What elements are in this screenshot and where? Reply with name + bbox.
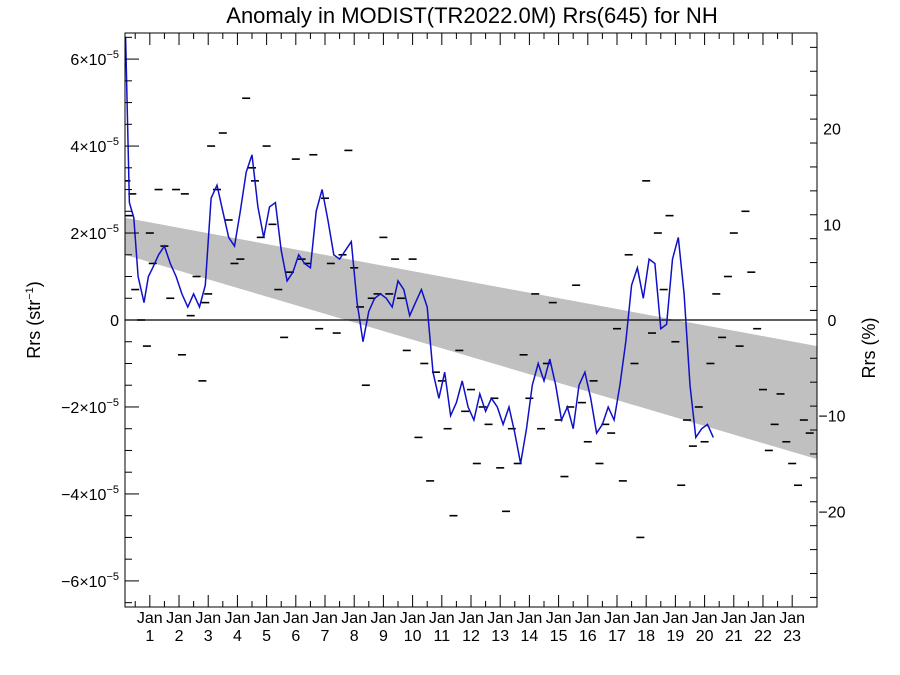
y-axis-label-left-main: Rrs (str [24,300,44,359]
x-tick-word: Jan [575,610,601,627]
y-tick-label: −4×10−5 [61,484,119,504]
y-right-tick-label: 0 [828,313,837,330]
x-tick-word: Jan [312,610,338,627]
x-tick-word: Jan [546,610,572,627]
x-tick-word: Jan [341,610,367,627]
x-tick-label: 8 [350,628,359,645]
y-axis-label-left: Rrs (str−1) [24,281,44,359]
y-tick-coef: −4 [61,487,79,504]
x-tick-label: 22 [754,628,772,645]
y-tick-label: 2×10−5 [70,223,119,243]
y-right-tick-label: 20 [823,122,841,139]
y-tick-exp: −5 [106,49,119,61]
x-tick-word: Jan [487,610,513,627]
y-tick-base: ×10 [79,52,106,69]
x-tick-word: Jan [400,610,426,627]
plot-content [125,37,817,539]
trend-band [125,217,817,460]
x-tick-word: Jan [137,610,163,627]
x-tick-word: Jan [721,610,747,627]
x-tick-label: 20 [696,628,714,645]
y-tick-coef: 2 [70,226,79,243]
y-tick-label: 0 [110,313,119,330]
plot-area [125,37,817,539]
y-tick-exp: −5 [106,136,119,148]
smoothed-series-line [125,37,714,464]
y-tick-exp: −5 [106,484,119,496]
x-tick-word: Jan [283,610,309,627]
x-tick-word: Jan [516,610,542,627]
x-tick-word: Jan [692,610,718,627]
y-tick-coef: 0 [110,313,119,330]
x-tick-word: Jan [371,610,397,627]
y-axis-label-left-close: ) [24,281,44,287]
x-tick-label: 5 [262,628,271,645]
x-tick-label: 17 [608,628,626,645]
x-tick-label: 23 [783,628,801,645]
y-tick-exp: −5 [106,571,119,583]
y-tick-base: ×10 [79,139,106,156]
x-tick-label: 21 [725,628,743,645]
y-right-tick-label: −20 [818,504,845,521]
x-tick-label: 12 [462,628,480,645]
x-tick-word: Jan [662,610,688,627]
y-tick-base: ×10 [79,574,106,591]
x-tick-label: 10 [404,628,422,645]
y-tick-label: −2×10−5 [61,397,119,417]
y-tick-coef: −6 [61,574,79,591]
x-tick-word: Jan [633,610,659,627]
y-tick-coef: 4 [70,139,79,156]
x-tick-word: Jan [429,610,455,627]
y-right-tick-label: 10 [823,217,841,234]
axes: 6×10−54×10−52×10−50−2×10−5−4×10−5−6×10−5… [61,32,846,645]
x-tick-label: 19 [666,628,684,645]
x-tick-word: Jan [254,610,280,627]
x-tick-label: 15 [550,628,568,645]
y-tick-base: ×10 [79,487,106,504]
y-tick-label: 6×10−5 [70,49,119,69]
y-axis-label-right: Rrs (%) [859,318,879,379]
x-tick-word: Jan [225,610,251,627]
x-tick-word: Jan [779,610,805,627]
y-tick-base: ×10 [79,226,106,243]
y-tick-base: ×10 [79,400,106,417]
y-tick-coef: 6 [70,52,79,69]
chart-title: Anomaly in MODIST(TR2022.0M) Rrs(645) fo… [226,3,717,28]
y-tick-coef: −2 [61,400,79,417]
y-right-tick-label: −10 [818,409,845,426]
x-tick-label: 1 [145,628,154,645]
x-tick-label: 3 [204,628,213,645]
x-tick-label: 11 [433,628,450,645]
y-tick-label: 4×10−5 [70,136,119,156]
x-tick-label: 4 [233,628,242,645]
x-tick-label: 14 [520,628,538,645]
x-tick-label: 7 [321,628,330,645]
x-tick-label: 6 [291,628,300,645]
y-tick-exp: −5 [106,397,119,409]
y-tick-exp: −5 [106,223,119,235]
x-tick-label: 2 [175,628,184,645]
y-axis-label-left-sup: −1 [24,287,36,300]
x-tick-word: Jan [750,610,776,627]
x-tick-label: 18 [637,628,655,645]
x-tick-label: 9 [379,628,388,645]
x-tick-label: 13 [491,628,509,645]
x-tick-word: Jan [604,610,630,627]
x-tick-word: Jan [166,610,192,627]
x-tick-label: 16 [579,628,597,645]
y-tick-label: −6×10−5 [61,571,119,591]
x-tick-word: Jan [458,610,484,627]
x-tick-word: Jan [195,610,221,627]
